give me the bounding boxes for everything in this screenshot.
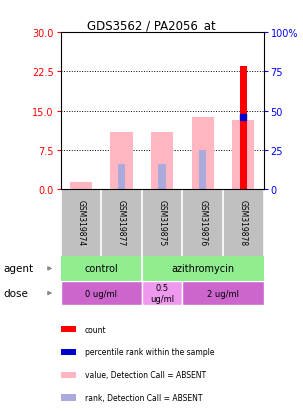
Bar xyxy=(232,121,255,190)
Bar xyxy=(199,150,206,190)
Text: GDS3562 / PA2056_at: GDS3562 / PA2056_at xyxy=(87,19,216,31)
Bar xyxy=(118,164,125,190)
Bar xyxy=(110,133,133,190)
Bar xyxy=(240,67,247,190)
Text: agent: agent xyxy=(3,264,33,274)
Text: rank, Detection Call = ABSENT: rank, Detection Call = ABSENT xyxy=(85,393,202,402)
Text: control: control xyxy=(84,264,118,274)
Text: azithromycin: azithromycin xyxy=(171,264,234,274)
Bar xyxy=(182,281,264,306)
Text: dose: dose xyxy=(3,288,28,298)
Bar xyxy=(142,281,182,306)
Bar xyxy=(240,117,247,190)
Bar xyxy=(158,164,166,190)
Text: GSM319874: GSM319874 xyxy=(76,200,85,246)
Text: GSM319877: GSM319877 xyxy=(117,200,126,246)
Bar xyxy=(151,133,173,190)
Text: percentile rank within the sample: percentile rank within the sample xyxy=(85,348,214,356)
Text: GSM319878: GSM319878 xyxy=(239,200,248,246)
Bar xyxy=(61,394,76,401)
Bar xyxy=(61,372,76,378)
Bar xyxy=(61,326,76,332)
Text: 0 ug/ml: 0 ug/ml xyxy=(85,289,117,298)
Text: value, Detection Call = ABSENT: value, Detection Call = ABSENT xyxy=(85,370,206,379)
Text: 2 ug/ml: 2 ug/ml xyxy=(207,289,239,298)
Text: GSM319875: GSM319875 xyxy=(158,200,167,246)
Bar xyxy=(191,117,214,190)
Bar xyxy=(70,183,92,190)
Bar xyxy=(61,281,142,306)
Text: GSM319876: GSM319876 xyxy=(198,200,207,246)
Text: count: count xyxy=(85,325,106,334)
Bar xyxy=(61,349,76,355)
Text: 0.5
ug/ml: 0.5 ug/ml xyxy=(150,284,174,303)
